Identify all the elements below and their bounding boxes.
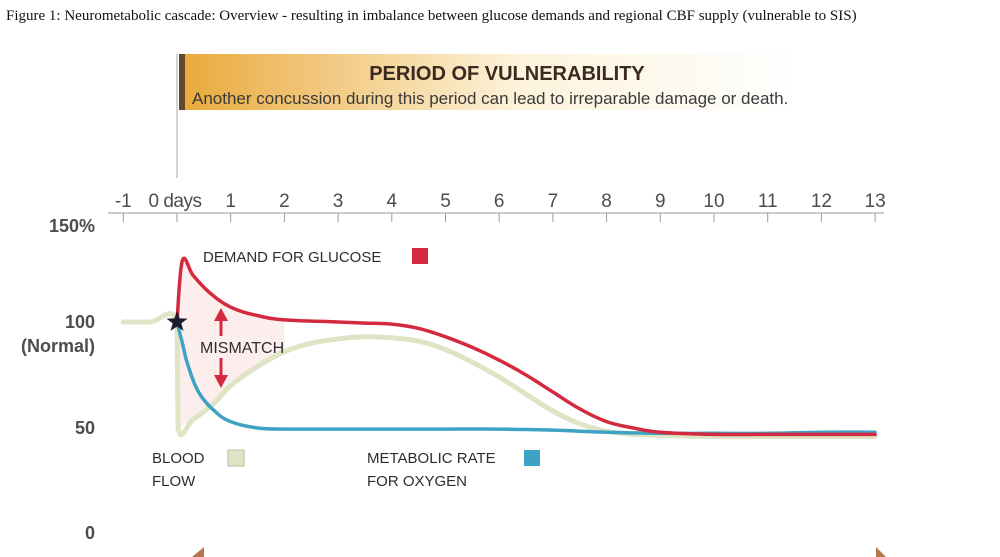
y-axis-ticks: 150% 100 (Normal) 50 0 (21, 216, 95, 543)
x-tick-label: 12 (811, 191, 832, 212)
x-tick-label: 2 (279, 191, 290, 212)
x-tick-label: 4 (387, 191, 398, 212)
x-axis-ticks: -1 0 days 1 2 3 4 5 6 7 8 9 10 11 12 13 (115, 191, 886, 222)
y-tick-label: 50 (75, 418, 95, 438)
y-tick-label: 0 (85, 523, 95, 543)
x-tick-label: 9 (655, 191, 666, 212)
x-tick-label: 5 (440, 191, 451, 212)
mismatch-arrow-up-head (214, 308, 228, 321)
blood-flow-label-line2: FLOW (152, 473, 196, 490)
left-arrow-tip (192, 547, 204, 557)
mismatch-label: MISMATCH (200, 340, 284, 357)
oxygen-legend-swatch (524, 450, 540, 466)
figure-caption: Figure 1: Neurometabolic cascade: Overvi… (6, 8, 857, 24)
x-tick-label: 0 days (149, 191, 202, 212)
x-tick-label: 6 (494, 191, 505, 212)
banner-subtitle: Another concussion during this period ca… (192, 89, 788, 108)
blood-flow-legend-swatch (227, 449, 245, 467)
mismatch-arrows (214, 308, 228, 388)
blood-flow-label-line1: BLOOD (152, 450, 205, 467)
series-line-blood-flow (120, 311, 878, 440)
banner-accent-bar (179, 54, 185, 110)
x-tick-label: -1 (115, 191, 132, 212)
y-tick-label: 100 (65, 312, 95, 332)
x-tick-label: 1 (225, 191, 236, 212)
demand-legend-label: DEMAND FOR GLUCOSE (203, 249, 381, 266)
x-tick-label: 8 (601, 191, 612, 212)
mismatch-arrow-down-head (214, 375, 228, 388)
x-tick-label: 7 (548, 191, 559, 212)
injury-star-marker (166, 311, 188, 331)
y-tick-sublabel: (Normal) (21, 336, 95, 356)
x-tick-label: 11 (758, 191, 778, 212)
mismatch-region (177, 258, 285, 428)
oxygen-label-line2: FOR OXYGEN (367, 473, 467, 490)
x-tick-label: 10 (703, 191, 724, 212)
series-line-demand (175, 256, 877, 437)
x-tick-label: 13 (865, 191, 886, 212)
vulnerability-banner (179, 54, 800, 110)
y-tick-label: 150% (49, 216, 95, 236)
right-arrow-tip (876, 547, 886, 557)
x-tick-label: 3 (333, 191, 344, 212)
oxygen-label-line1: METABOLIC RATE (367, 450, 496, 467)
series-group (120, 256, 878, 440)
demand-legend-swatch (412, 248, 428, 264)
banner-title: PERIOD OF VULNERABILITY (369, 63, 645, 85)
